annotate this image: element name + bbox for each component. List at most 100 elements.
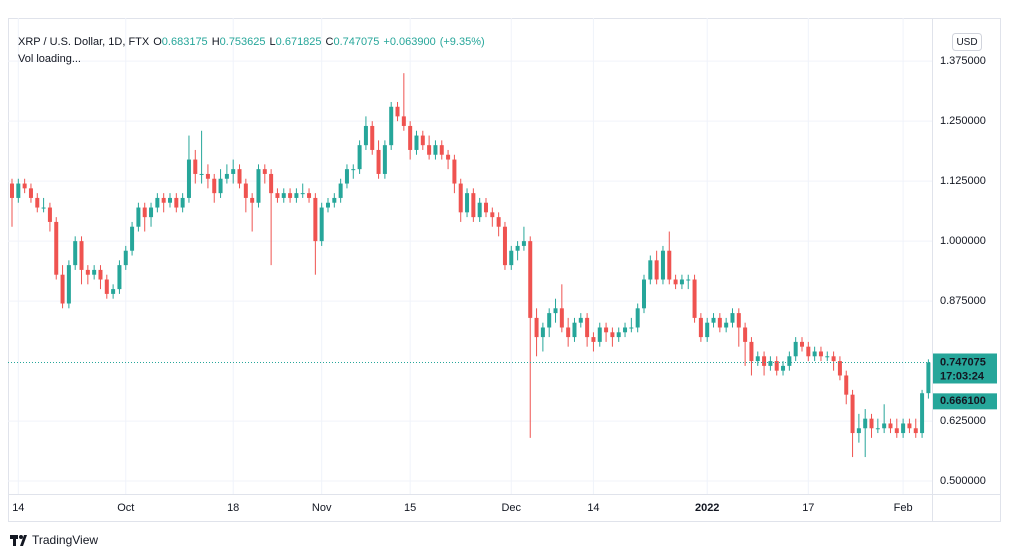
candle-body: [446, 154, 451, 160]
last-price-badge: [933, 353, 997, 384]
x-tick-label: Dec: [501, 502, 521, 514]
candle-body: [161, 197, 166, 203]
candle-body: [205, 173, 210, 179]
x-tick-label: 14: [12, 502, 24, 514]
candle-body: [856, 428, 861, 434]
candle-body: [54, 221, 59, 275]
candle-body: [357, 145, 362, 170]
candle-body: [679, 279, 684, 285]
candle-body: [288, 193, 293, 198]
candle-body: [458, 183, 463, 213]
candle-body: [237, 169, 242, 184]
candle-body: [66, 265, 71, 304]
y-tick-label: 1.375000: [940, 55, 986, 67]
candle-body: [281, 193, 286, 198]
candle-body: [262, 169, 267, 174]
high-value: 0.753625: [220, 36, 266, 48]
candle-body: [351, 169, 356, 171]
candle-body: [243, 183, 248, 198]
y-tick-label: 1.000000: [940, 235, 986, 247]
candle-body: [528, 241, 533, 318]
candle-body: [509, 250, 514, 266]
candle-body: [604, 327, 609, 333]
countdown-label: 17:03:24: [940, 370, 985, 382]
x-tick-label: Oct: [117, 502, 134, 514]
legend-header: XRP / U.S. Dollar, 1D, FTX O0.683175 H0.75…: [18, 36, 485, 48]
candle-body: [913, 428, 918, 434]
candle-body: [73, 241, 78, 266]
candle-body: [521, 241, 526, 246]
candle-body: [825, 356, 830, 358]
candle-body: [326, 202, 330, 208]
candle-body: [408, 125, 413, 150]
low-value: 0.671825: [276, 36, 322, 48]
overlay: 1.375000 1.250000 1.125000 1.000000 0.875000…: [8, 55, 997, 514]
candle-body: [401, 116, 406, 126]
candle-body: [307, 193, 312, 198]
y-tick-label: 1.125000: [940, 175, 986, 187]
candle-body: [60, 274, 65, 304]
candle-body: [553, 308, 558, 314]
candle-body: [142, 207, 147, 218]
candle-body: [136, 207, 141, 227]
candle-body: [875, 428, 880, 430]
candle-body: [300, 193, 305, 195]
candle-body: [275, 193, 280, 198]
candle-body: [174, 197, 179, 208]
candle-body: [926, 362, 931, 394]
brand-logo: [10, 535, 27, 546]
candle-body: [338, 183, 343, 198]
candle-body: [642, 279, 646, 309]
candle-body: [395, 106, 400, 117]
candle-body: [41, 207, 46, 209]
currency-label[interactable]: USD: [956, 37, 977, 48]
change-percent: (+9.35%): [440, 36, 485, 48]
y-tick-label: 0.500000: [940, 475, 986, 487]
candle-body: [439, 145, 444, 155]
candle-body: [382, 145, 387, 174]
candle-body: [256, 169, 261, 203]
candle-body: [149, 207, 154, 218]
y-tick-label: 0.875000: [940, 295, 986, 307]
candle-body: [616, 332, 621, 338]
candle-body: [648, 260, 653, 280]
candle-body: [294, 193, 299, 198]
candle-body: [433, 145, 438, 155]
candle-body: [812, 351, 817, 357]
close-value: 0.747075: [334, 36, 380, 48]
x-tick-label: 15: [404, 502, 416, 514]
x-tick-label: 14: [587, 502, 599, 514]
candle-body: [667, 250, 672, 280]
candle-body: [35, 197, 40, 208]
candle-body: [224, 173, 229, 179]
candle-body: [534, 317, 539, 338]
candle-body: [660, 250, 665, 280]
candle-body: [882, 423, 887, 429]
candle-body: [180, 197, 185, 208]
candle-body: [749, 341, 754, 362]
candle-body: [781, 365, 786, 371]
low-key: L: [270, 36, 276, 48]
candle-body: [363, 125, 368, 146]
candle-body: [559, 308, 564, 328]
candle-body: [585, 317, 590, 338]
candle-body: [793, 341, 798, 357]
candle-body: [427, 145, 432, 155]
candle-body: [762, 356, 767, 366]
currency-box[interactable]: [952, 33, 982, 51]
candle-body: [193, 159, 198, 174]
candle-body: [496, 217, 501, 227]
candle-body: [313, 197, 318, 242]
grid: [8, 18, 932, 494]
open-value: 0.683175: [162, 36, 208, 48]
candle-body: [344, 169, 349, 184]
high-key: H: [212, 36, 220, 48]
candle-body: [610, 332, 615, 338]
candle-body: [654, 260, 659, 280]
candle-body: [831, 356, 836, 362]
candle-body: [920, 393, 925, 434]
candle-body: [452, 159, 457, 184]
chart-frame: [8, 18, 1001, 522]
symbol: XRP / U.S. Dollar, 1D, FTX: [18, 36, 150, 48]
